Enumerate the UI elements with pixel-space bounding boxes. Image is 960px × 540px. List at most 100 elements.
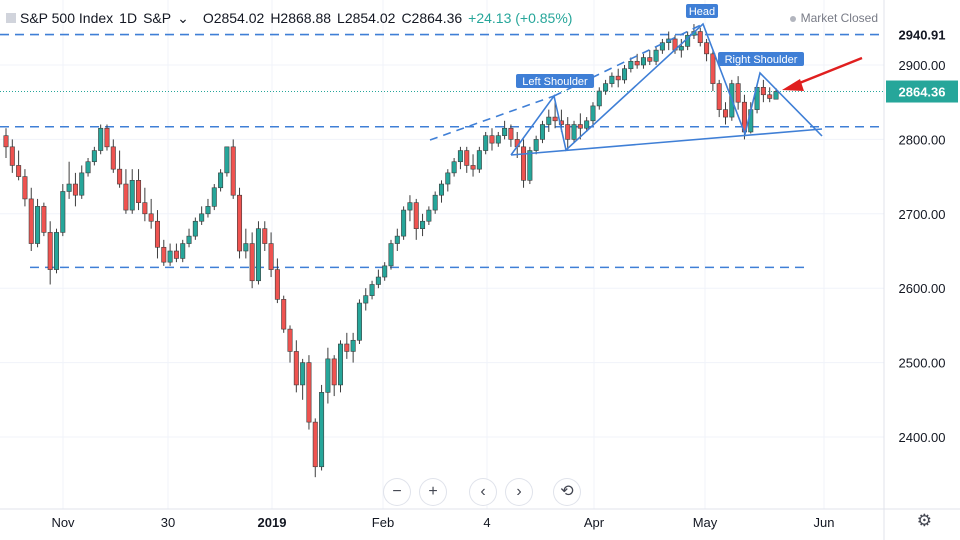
- candle: [457, 146, 463, 170]
- candle-body: [539, 124, 545, 140]
- candle: [319, 384, 325, 471]
- candle: [413, 198, 419, 240]
- candle-body: [224, 146, 230, 174]
- head-label-bg: [686, 4, 718, 18]
- candle: [653, 46, 659, 65]
- candle: [180, 239, 186, 263]
- symbol-title[interactable]: S&P 500 Index: [20, 10, 114, 26]
- zoom-in-button[interactable]: +: [420, 479, 446, 505]
- candle: [281, 295, 287, 333]
- candle-body: [577, 124, 583, 129]
- scroll-left-button[interactable]: ‹: [470, 479, 496, 505]
- scroll-right-button[interactable]: ›: [506, 479, 532, 505]
- candle: [293, 340, 299, 393]
- plus-icon: +: [428, 483, 438, 500]
- candle: [596, 87, 602, 110]
- candle-body: [230, 146, 236, 196]
- left-shoulder-label-text: Left Shoulder: [522, 76, 588, 88]
- pattern-annotations: Left Shoulder Head Right Shoulder: [516, 4, 804, 88]
- candle: [508, 124, 514, 147]
- candle: [723, 102, 729, 125]
- candle: [609, 72, 615, 88]
- candle-body: [704, 42, 710, 55]
- candle-body: [268, 243, 274, 270]
- candle: [3, 128, 9, 158]
- head-and-shoulders-pattern: [429, 22, 823, 156]
- pattern-line: [510, 128, 823, 156]
- gear-icon[interactable]: ⚙: [916, 511, 932, 530]
- candle: [205, 198, 211, 218]
- candle-body: [287, 328, 293, 352]
- candle-body: [331, 358, 337, 386]
- candle-body: [249, 243, 255, 282]
- reset-chart-button[interactable]: ⟲: [554, 479, 580, 505]
- candle: [325, 347, 331, 404]
- candle: [363, 288, 369, 311]
- candle-body: [407, 202, 413, 211]
- chevron-down-icon[interactable]: ⌄: [177, 10, 189, 26]
- candle: [28, 187, 34, 251]
- candle: [767, 87, 773, 103]
- candle-body: [394, 235, 400, 244]
- candle-body: [640, 57, 646, 66]
- candle: [41, 202, 47, 237]
- pattern-line: [510, 22, 823, 156]
- grid: [0, 0, 884, 509]
- candle: [85, 158, 91, 177]
- candle-body: [590, 105, 596, 122]
- candle-body: [420, 220, 426, 229]
- interval[interactable]: 1D: [119, 10, 138, 26]
- candle-body: [382, 265, 388, 278]
- zoom-out-button[interactable]: −: [384, 479, 410, 505]
- candle-body: [495, 135, 501, 144]
- last-price-label-bg: [886, 80, 958, 103]
- candle: [590, 102, 596, 125]
- candle: [495, 131, 501, 147]
- candle: [262, 221, 268, 251]
- candle-body: [293, 351, 299, 386]
- candle-body: [325, 358, 331, 393]
- candle-body: [697, 31, 703, 43]
- reset-icon: ⟲: [560, 483, 574, 500]
- candle-body: [53, 232, 59, 270]
- candle: [123, 169, 129, 214]
- candle: [98, 124, 104, 155]
- time-axis[interactable]: Nov 30 2019 Feb 4 Apr May Jun: [51, 515, 834, 530]
- candle-body: [344, 343, 350, 352]
- right-shoulder-label-bg: [718, 52, 804, 66]
- candle-body: [300, 362, 306, 386]
- candle-body: [609, 75, 615, 84]
- candle-body: [464, 150, 470, 166]
- time-tick-label: Apr: [584, 515, 605, 530]
- chevron-left-icon: ‹: [480, 483, 486, 500]
- candle: [445, 169, 451, 192]
- level-price-label: 2940.91: [886, 23, 958, 46]
- candle: [268, 232, 274, 278]
- time-tick-label: 2019: [258, 515, 287, 530]
- candle: [237, 187, 243, 259]
- arrow-head: [782, 79, 804, 91]
- candle-body: [426, 209, 432, 222]
- candle-body: [521, 146, 527, 181]
- exchange[interactable]: S&P: [143, 10, 172, 26]
- candle-body: [85, 161, 91, 174]
- candle: [470, 154, 476, 177]
- candle-body: [22, 176, 28, 200]
- candle-body: [192, 220, 198, 237]
- candle: [388, 239, 394, 270]
- candle-body: [350, 339, 356, 352]
- candle-body: [262, 228, 268, 244]
- candle-body: [173, 250, 179, 259]
- pattern-line: [429, 95, 555, 141]
- candle-body: [678, 46, 684, 51]
- candle-body: [41, 206, 47, 233]
- candle: [350, 332, 356, 363]
- price-axis[interactable]: 2400.00 2500.00 2600.00 2700.00 2800.00 2900.…: [899, 58, 946, 445]
- candle-body: [186, 235, 192, 244]
- head-label-text: Head: [689, 6, 715, 18]
- candle: [407, 195, 413, 222]
- candle-body: [35, 206, 41, 244]
- candle: [615, 68, 621, 88]
- candle-body: [91, 150, 97, 163]
